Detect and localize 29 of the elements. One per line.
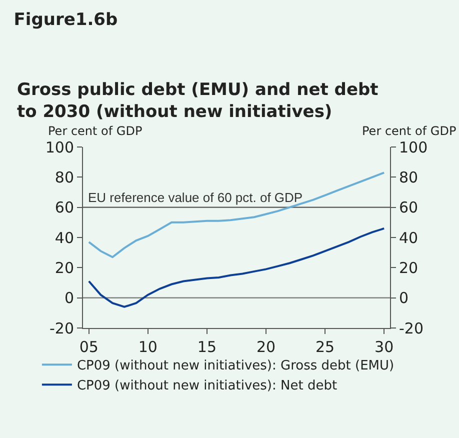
y-tick-label: 80	[54, 168, 74, 186]
y-tick-label: 0	[64, 289, 74, 308]
chart-subtitle: Gross public debt (EMU) and net debt to 2030 (without new initiatives)	[17, 80, 378, 122]
y2-tick-label: 80	[399, 168, 418, 186]
y2-axis-title: Per cent of GDP	[362, 124, 456, 138]
x-tick-label: 25	[316, 338, 335, 356]
line-series	[88, 227, 386, 308]
y2-tick-label: 60	[399, 198, 418, 217]
y2-tick-label: 0	[399, 289, 409, 308]
y-tick-label: 100	[45, 138, 74, 156]
y-tick-label: 20	[54, 258, 74, 277]
x-tick-label: 10	[138, 338, 158, 356]
y2-tick-label: 100	[399, 138, 428, 156]
legend-label: CP09 (without new initiatives): Gross debt (EMU)	[76, 358, 394, 374]
x-tick-label: 20	[256, 338, 276, 356]
x-tick-label: 30	[374, 338, 394, 356]
y2-tick-label: 40	[399, 228, 418, 247]
line-series	[88, 172, 386, 258]
y2-tick-label: 20	[399, 258, 418, 277]
y-tick-label: -20	[50, 319, 74, 338]
y-axis-title: Per cent of GDP	[48, 124, 142, 138]
ref-line-label: EU reference value of 60 pct. of GDP	[88, 190, 303, 205]
x-tick-label: 15	[197, 338, 217, 356]
x-tick-label: 05	[79, 338, 98, 356]
legend-label: CP09 (without new initiatives): Net debt	[76, 378, 338, 394]
y-tick-label: 40	[54, 228, 74, 247]
y2-tick-label: -20	[399, 319, 424, 338]
y-tick-label: 60	[54, 198, 74, 217]
chart-title: Figure1.6b	[14, 10, 118, 30]
